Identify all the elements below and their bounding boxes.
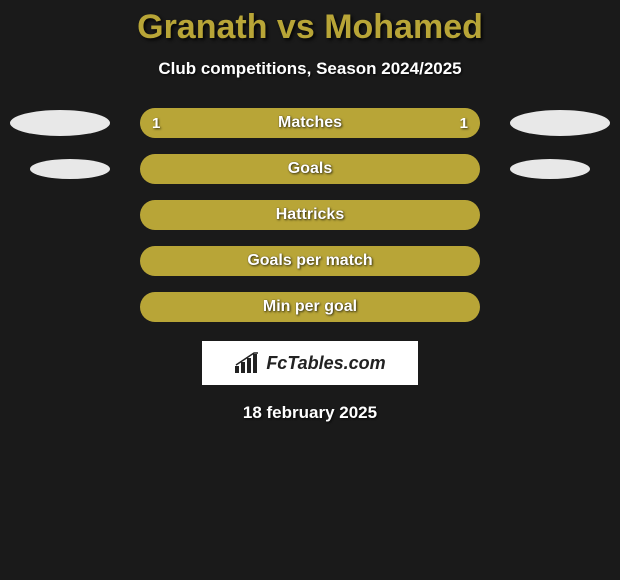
stat-label: Hattricks <box>140 206 480 224</box>
stat-label: Min per goal <box>140 298 480 316</box>
logo-box: FcTables.com <box>202 341 418 385</box>
stat-bar: Goals per match <box>140 246 480 276</box>
stat-bar: 11Matches <box>140 108 480 138</box>
stat-row: 11Matches <box>0 107 620 139</box>
stat-bar: Hattricks <box>140 200 480 230</box>
stat-label: Goals <box>140 160 480 178</box>
bars-icon <box>234 352 260 374</box>
stat-row: Hattricks <box>0 199 620 231</box>
stat-bar: Goals <box>140 154 480 184</box>
date-text: 18 february 2025 <box>0 403 620 423</box>
player-ellipse-right <box>510 159 590 179</box>
player-ellipse-left <box>30 159 110 179</box>
player-ellipse-right <box>510 110 610 136</box>
stat-label: Goals per match <box>140 252 480 270</box>
subtitle: Club competitions, Season 2024/2025 <box>0 59 620 79</box>
comparison-infographic: Granath vs Mohamed Club competitions, Se… <box>0 0 620 423</box>
main-title: Granath vs Mohamed <box>0 8 620 47</box>
logo-text: FcTables.com <box>266 353 385 374</box>
player-ellipse-left <box>10 110 110 136</box>
stat-rows: 11Matches Goals Hattricks Goals per match Mi… <box>0 107 620 323</box>
stat-bar: Min per goal <box>140 292 480 322</box>
stat-row: Min per goal <box>0 291 620 323</box>
stat-row: Goals <box>0 153 620 185</box>
stat-label: Matches <box>140 114 480 132</box>
stat-row: Goals per match <box>0 245 620 277</box>
